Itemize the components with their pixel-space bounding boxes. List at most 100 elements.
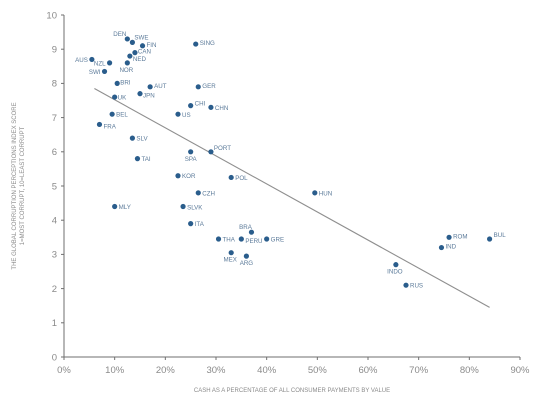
trend-line — [94, 88, 490, 308]
point-label-tai: TAI — [141, 156, 150, 163]
point-label-chi: CHI — [195, 101, 206, 108]
x-axis-title: CASH AS A PERCENTAGE OF ALL CONSUMER PAY… — [194, 388, 390, 394]
point-port — [208, 149, 214, 155]
point-hun — [312, 190, 318, 196]
point-label-ger: GER — [202, 83, 216, 90]
point-label-swi: SWI — [89, 69, 101, 76]
point-fra — [96, 121, 103, 128]
point-label-fin: FIN — [147, 42, 157, 49]
point-label-spa: SPA — [185, 156, 198, 163]
point-gre — [264, 236, 270, 242]
y-tick-label: 1 — [52, 318, 57, 329]
point-bri — [114, 80, 120, 86]
point-label-jpn: JPN — [143, 93, 155, 100]
point-chn — [208, 104, 214, 110]
y-tick-label: 5 — [52, 181, 57, 192]
point-bra — [248, 229, 255, 235]
point-spa — [188, 149, 194, 155]
x-tick-label: 30% — [206, 365, 226, 376]
point-bel — [109, 111, 115, 117]
point-label-aut: AUT — [154, 83, 167, 90]
point-ned — [127, 53, 133, 59]
point-label-aus: AUS — [75, 57, 88, 64]
x-tick-label: 80% — [460, 365, 480, 376]
point-label-indo: INDO — [387, 269, 403, 276]
point-czh — [195, 190, 201, 196]
point-tai — [134, 156, 141, 162]
point-uk — [112, 94, 118, 100]
y-tick-label: 0 — [52, 352, 57, 363]
point-label-peru: PERU — [245, 238, 262, 245]
y-tick-label: 6 — [52, 147, 57, 158]
y-tick-label: 2 — [52, 284, 57, 295]
point-label-rom: ROM — [453, 233, 467, 240]
point-label-uk: UK — [118, 95, 127, 102]
point-jpn — [137, 91, 143, 97]
x-tick-label: 10% — [105, 365, 125, 376]
point-label-rus: RUS — [410, 283, 423, 290]
point-label-mly: MLY — [119, 204, 131, 211]
point-label-bul: BUL — [494, 232, 507, 239]
point-label-swe: SWE — [134, 34, 148, 41]
y-tick-label: 3 — [52, 250, 57, 261]
point-label-slv: SLV — [136, 136, 148, 143]
point-swi — [101, 68, 108, 75]
point-ind — [438, 244, 445, 251]
point-chi — [188, 103, 194, 109]
y-tick-label: 4 — [52, 216, 57, 227]
point-bul — [487, 236, 493, 242]
point-label-mex: MEX — [223, 257, 236, 264]
x-axis-ticks: 0% 10% 20% 30% 40% 50% 60% 70% 80% 90% — [57, 357, 530, 376]
point-label-ita: ITA — [195, 221, 205, 228]
point-label-bri: BRI — [120, 79, 131, 86]
x-tick-label: 0% — [57, 365, 71, 376]
point-den — [124, 36, 130, 42]
y-tick-label: 8 — [52, 79, 57, 90]
point-label-port: PORT — [214, 145, 231, 152]
point-rom — [446, 234, 452, 240]
point-mly — [112, 203, 118, 210]
point-label-tha: THA — [223, 237, 236, 244]
point-slvk — [180, 203, 186, 210]
point-rus — [403, 282, 409, 288]
point-label-nzl: NZL — [94, 60, 106, 67]
point-pol — [228, 174, 234, 181]
point-sing — [193, 41, 199, 47]
point-label-can: CAN — [138, 49, 151, 56]
x-tick-label: 40% — [257, 365, 277, 376]
y-axis-title-line-2: 1=MOST CORRUPT, 10=LEAST CORRUPT — [20, 126, 26, 245]
point-peru — [238, 236, 244, 242]
point-label-ind: IND — [445, 244, 456, 251]
y-axis-title-line-1: THE GLOBAL CORRUPTION PERCEPTIONS INDEX … — [12, 102, 18, 269]
point-label-czh: CZH — [202, 190, 215, 197]
point-aut — [147, 84, 153, 90]
x-tick-label: 90% — [510, 365, 530, 376]
point-label-pol: POL — [235, 175, 248, 182]
point-fin — [139, 43, 146, 49]
point-label-nor: NOR — [119, 67, 133, 74]
point-indo — [393, 262, 399, 268]
point-swe — [129, 39, 135, 45]
y-tick-label: 7 — [52, 113, 57, 124]
point-label-arg: ARG — [240, 260, 254, 267]
scatter-points — [89, 36, 493, 288]
point-label-hun: HUN — [319, 190, 332, 197]
point-label-gre: GRE — [271, 237, 284, 244]
point-tha — [215, 236, 222, 242]
point-us — [175, 111, 181, 117]
point-kor — [175, 173, 181, 179]
point-mex — [228, 250, 234, 256]
point-label-bra: BRA — [239, 224, 253, 231]
point-label-chn: CHN — [215, 105, 228, 112]
point-label-fra: FRA — [103, 123, 116, 130]
point-label-bel: BEL — [116, 112, 128, 119]
point-ger — [195, 84, 201, 90]
y-tick-label: 10 — [46, 10, 57, 21]
x-tick-label: 50% — [308, 365, 328, 376]
point-slv — [129, 135, 135, 141]
point-nzl — [107, 60, 113, 66]
x-tick-label: 60% — [358, 365, 378, 376]
x-tick-label: 20% — [156, 365, 176, 376]
